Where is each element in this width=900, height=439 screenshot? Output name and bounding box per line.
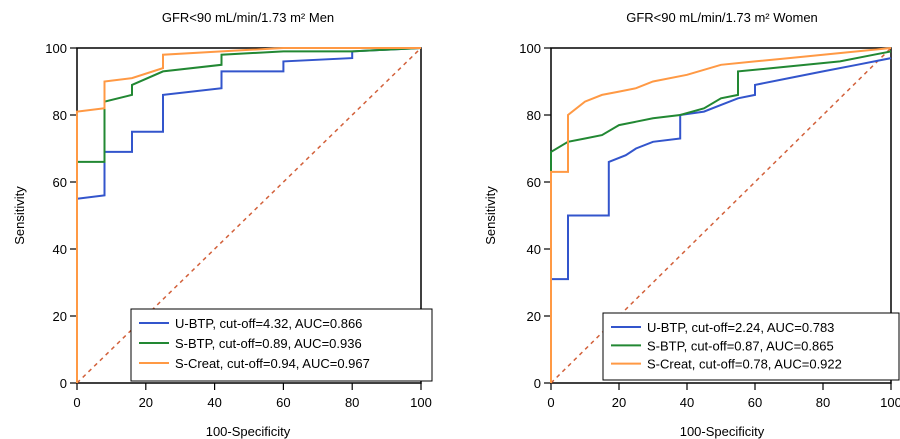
y-tick-label: 20 [53, 309, 67, 324]
x-tick-label: 0 [73, 395, 80, 410]
x-tick-label: 60 [748, 395, 762, 410]
roc-panel-men: GFR<90 mL/min/1.73 m² Men 0 20 40 60 80 100 0 20… [12, 10, 433, 439]
y-tick-label: 40 [527, 242, 541, 257]
x-tick-label: 20 [139, 395, 153, 410]
x-axis-label: 100-Specificity [206, 424, 291, 439]
y-axis-label: Sensitivity [12, 186, 27, 245]
legend-entry: S-Creat, cut-off=0.94, AUC=0.967 [175, 356, 370, 371]
roc-series-line-2 [76, 47, 422, 383]
legend-entry: U-BTP, cut-off=4.32, AUC=0.866 [175, 316, 362, 331]
chart-title: GFR<90 mL/min/1.73 m² Women [626, 10, 818, 25]
roc-series-line-2 [550, 50, 892, 383]
y-tick-label: 0 [534, 376, 541, 391]
x-axis-label: 100-Specificity [680, 424, 765, 439]
x-tick-label: 40 [207, 395, 221, 410]
x-tick-label: 80 [816, 395, 830, 410]
x-tick-label: 40 [680, 395, 694, 410]
legend-box [130, 308, 433, 382]
roc-series-line-3 [76, 47, 421, 383]
legend-entry: S-Creat, cut-off=0.78, AUC=0.922 [647, 357, 842, 372]
roc-panel-women: GFR<90 mL/min/1.73 m² Women 0 20 40 60 80 100 0… [483, 10, 900, 439]
y-tick-label: 0 [60, 376, 67, 391]
x-tick-label: 100 [880, 395, 900, 410]
y-tick-label: 80 [53, 108, 67, 123]
y-tick-label: 60 [53, 175, 67, 190]
legend-entry: S-BTP, cut-off=0.89, AUC=0.936 [175, 336, 362, 351]
y-tick-label: 100 [519, 41, 541, 56]
y-tick-label: 20 [527, 309, 541, 324]
roc-series-line-3 [550, 47, 892, 383]
x-tick-label: 80 [345, 395, 359, 410]
x-tick-label: 20 [612, 395, 626, 410]
roc-series-line-1 [76, 47, 422, 383]
chart-title: GFR<90 mL/min/1.73 m² Men [162, 10, 334, 25]
y-tick-label: 80 [527, 108, 541, 123]
legend-entry: U-BTP, cut-off=2.24, AUC=0.783 [647, 320, 834, 335]
x-tick-label: 0 [547, 395, 554, 410]
x-tick-label: 100 [410, 395, 432, 410]
y-tick-label: 60 [527, 175, 541, 190]
y-tick-label: 40 [53, 242, 67, 257]
roc-series-line-1 [550, 57, 892, 383]
legend-entry: S-BTP, cut-off=0.87, AUC=0.865 [647, 338, 834, 353]
y-tick-label: 100 [45, 41, 67, 56]
legend-box [602, 312, 900, 381]
x-tick-label: 60 [276, 395, 290, 410]
y-axis-label: Sensitivity [483, 186, 498, 245]
